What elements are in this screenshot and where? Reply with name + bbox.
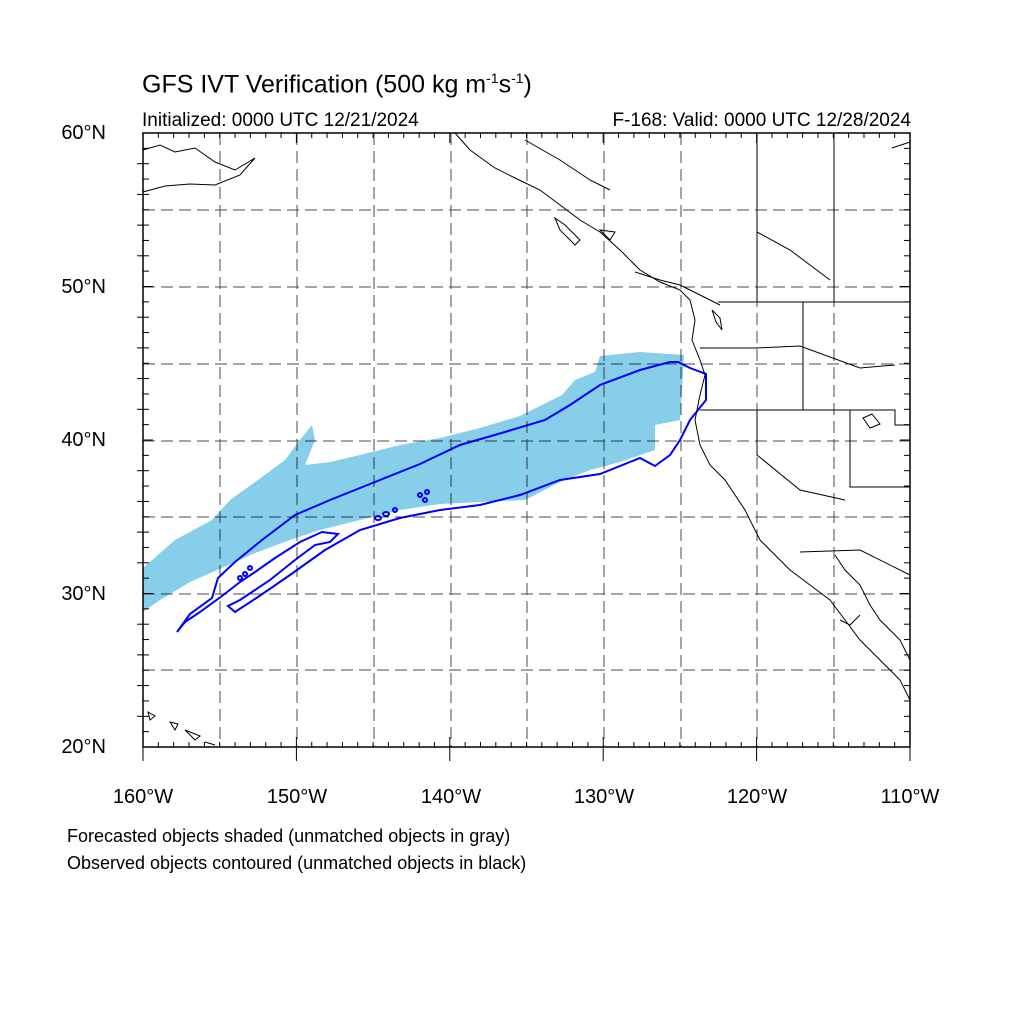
lat-label-20: 20°N [61, 736, 106, 758]
political-boundaries [700, 133, 911, 576]
lon-label-120: 120°W [726, 786, 788, 808]
lat-label-30: 30°N [61, 583, 106, 605]
observed-contour-main [176, 361, 707, 633]
axis-ticks [137, 132, 911, 761]
init-time-label: Initialized: 0000 UTC 12/21/2024 [142, 110, 419, 131]
lon-label-110: 110°W [880, 786, 940, 808]
lon-label-150: 150°W [266, 786, 328, 808]
graticule [143, 133, 910, 747]
lat-label-50: 50°N [61, 276, 106, 298]
lon-label-160: 160°W [112, 786, 174, 808]
lat-label-60: 60°N [61, 122, 106, 144]
lon-label-140: 140°W [420, 786, 482, 808]
lat-label-40: 40°N [61, 429, 106, 451]
observed-small-contours [237, 489, 430, 581]
footnote-forecast: Forecasted objects shaded (unmatched obj… [67, 826, 511, 846]
lon-label-130: 130°W [573, 786, 635, 808]
valid-time-label: F-168: Valid: 0000 UTC 12/28/2024 [612, 110, 911, 131]
map-title: GFS IVT Verification (500 kg m-1s-1) [142, 70, 532, 99]
footnote-observed: Observed objects contoured (unmatched ob… [67, 853, 527, 873]
